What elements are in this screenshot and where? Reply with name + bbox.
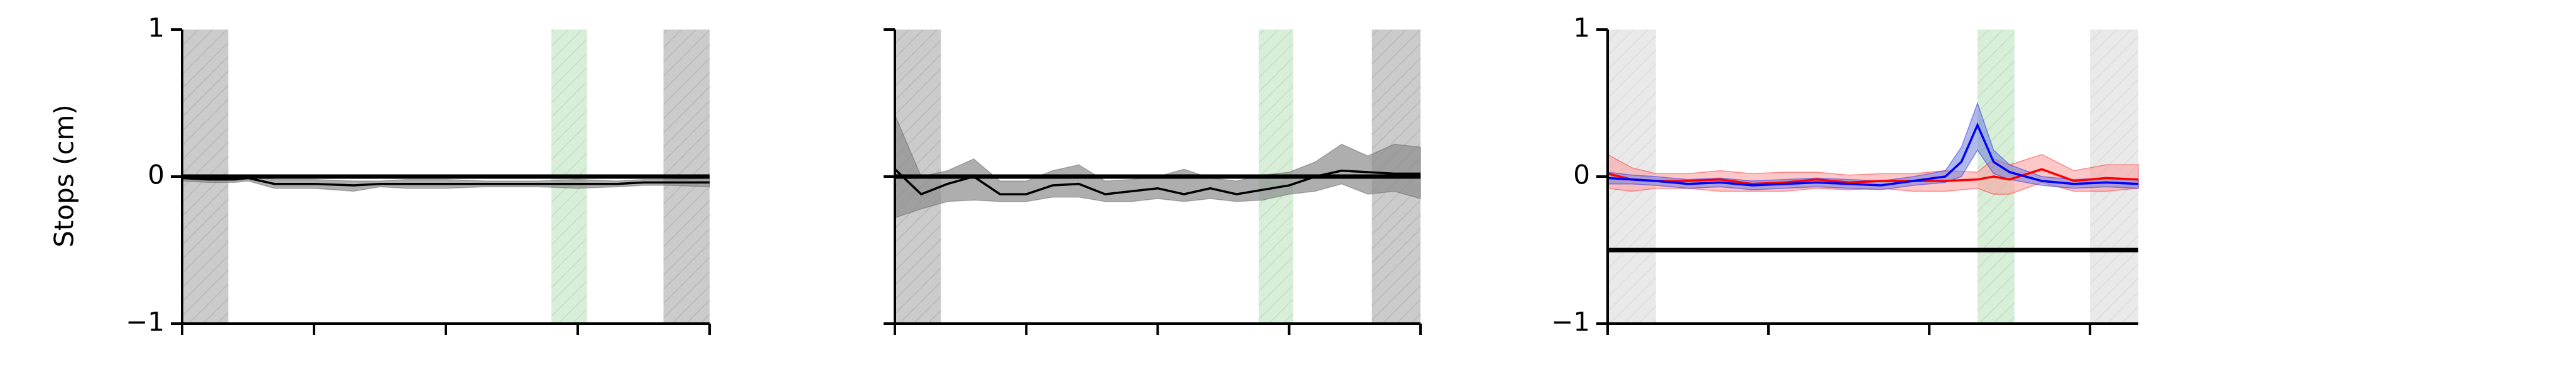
y-tick-label: −1 bbox=[1551, 307, 1590, 337]
series-2-band bbox=[1607, 101, 2139, 190]
series-1-line bbox=[894, 168, 1421, 196]
chart-panel-3: 1 0 −1 bbox=[1551, 13, 2139, 337]
y-tick-label: −1 bbox=[126, 307, 165, 337]
y-tick-label: 1 bbox=[148, 13, 165, 43]
chart-panel-2 bbox=[884, 28, 1422, 335]
y-tick-label: 0 bbox=[148, 160, 165, 190]
chart-panel-1: 1 0 −1 bbox=[126, 13, 711, 337]
series-1-line bbox=[1607, 168, 2139, 185]
series-1-band bbox=[894, 114, 1421, 219]
y-axis-label: Stops (cm) bbox=[49, 104, 80, 248]
series-1-line bbox=[181, 177, 710, 187]
y-tick-label: 0 bbox=[1573, 160, 1590, 190]
y-tick-label: 1 bbox=[1573, 13, 1590, 43]
series-2-line bbox=[1607, 122, 2139, 187]
